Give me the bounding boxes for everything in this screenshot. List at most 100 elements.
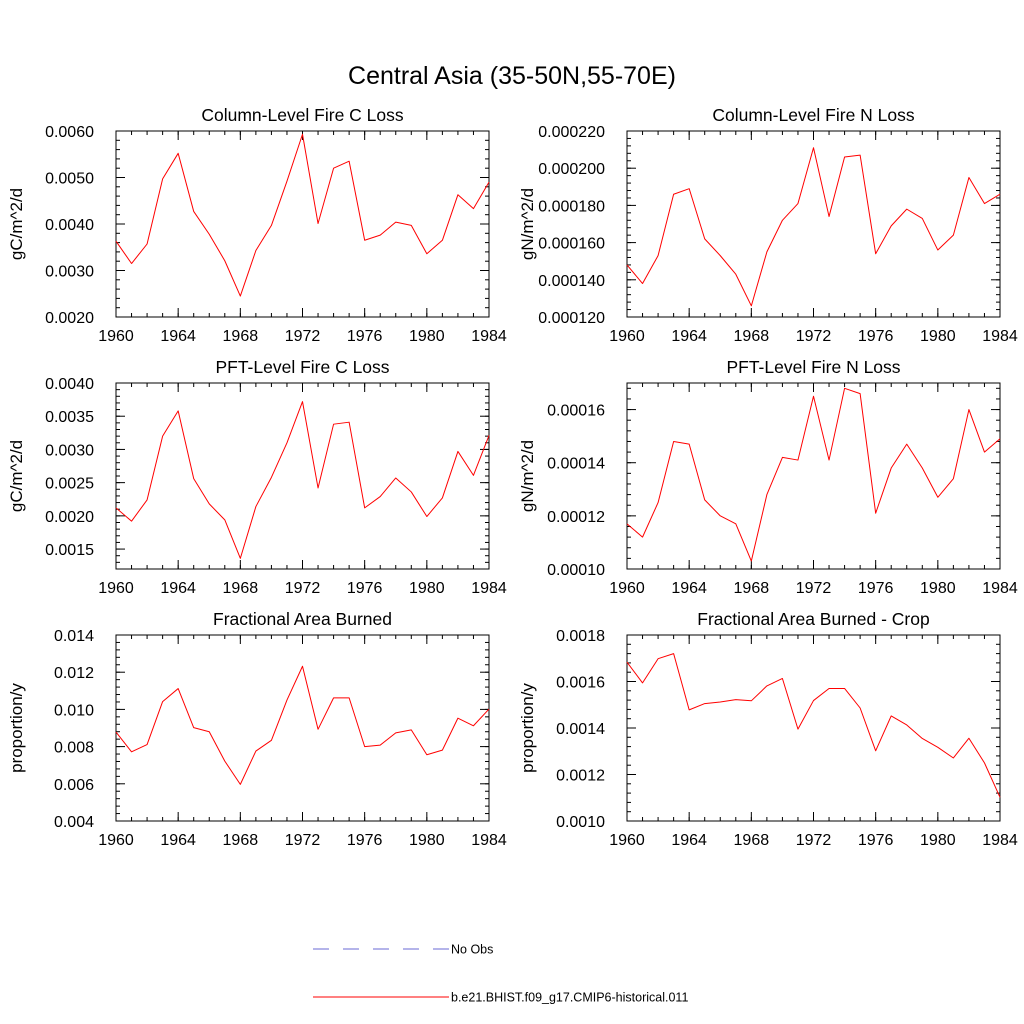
y-tick-label: 0.0040 [45,217,94,234]
y-tick-label: 0.000140 [538,273,605,290]
x-tick-label: 1976 [858,580,894,597]
x-tick-label: 1968 [734,832,770,849]
x-tick-label: 1964 [671,832,707,849]
y-tick-label: 0.0050 [45,171,94,188]
x-tick-label: 1972 [285,832,321,849]
chart-panel-1: Column-Level Fire C Loss 1960 1964 1968 1972… [7,105,507,345]
series-line [626,147,1001,307]
y-tick-label: 0.0030 [45,442,94,459]
x-tick-label: 1972 [796,832,832,849]
plot-frame [626,382,1001,570]
x-tick-label: 1972 [796,328,832,345]
x-tick-label: 1976 [347,328,383,345]
y-tick-label: 0.0035 [45,409,94,426]
y-tick-label: 0.0040 [45,376,94,393]
y-tick-label: 0.0016 [556,675,605,692]
x-tick-label: 1980 [920,328,956,345]
x-tick-label: 1960 [98,580,134,597]
panel-title: PFT-Level Fire N Loss [726,357,900,377]
x-tick-label: 1980 [409,832,445,849]
series-line [115,665,490,785]
legend-label: b.e21.BHIST.f09_g17.CMIP6-historical.011 [451,991,688,1005]
y-tick-label: 0.0020 [45,310,94,327]
chart-panel-3: PFT-Level Fire C Loss 1960 1964 1968 1972 197… [7,357,507,597]
x-tick-label: 1984 [982,328,1018,345]
y-tick-label: 0.0060 [45,124,94,141]
y-axis-label: gC/m^2/d [7,188,26,260]
chart-panel-6: Fractional Area Burned - Crop 1960 1964 196… [518,609,1018,849]
panel-title: Column-Level Fire C Loss [201,105,404,125]
y-tick-label: 0.004 [54,814,94,831]
x-tick-label: 1984 [982,832,1018,849]
y-tick-label: 0.000220 [538,124,605,141]
x-tick-label: 1960 [609,328,645,345]
plot-frame [626,130,1001,318]
y-tick-label: 0.012 [54,665,94,682]
chart-panel-5: Fractional Area Burned 1960 1964 1968 1972 19… [7,609,507,849]
y-axis-label: proportion/y [7,683,26,773]
y-tick-label: 0.0015 [45,542,94,559]
x-tick-label: 1972 [285,328,321,345]
x-tick-label: 1968 [734,580,770,597]
y-tick-label: 0.00016 [547,403,605,420]
y-tick-label: 0.00012 [547,509,605,526]
y-tick-label: 0.008 [54,740,94,757]
panel-title: Fractional Area Burned - Crop [697,609,929,629]
x-tick-label: 1964 [160,580,196,597]
series-line [115,401,490,559]
panel-title: Fractional Area Burned [213,609,392,629]
x-tick-label: 1984 [471,328,507,345]
x-tick-label: 1984 [982,580,1018,597]
x-tick-label: 1984 [471,580,507,597]
plot-frame [115,634,490,822]
chart-panel-2: Column-Level Fire N Loss 1960 1964 1968 1972… [518,105,1018,345]
x-tick-label: 1964 [671,328,707,345]
x-tick-label: 1984 [471,832,507,849]
x-tick-label: 1976 [858,328,894,345]
legend-label: No Obs [451,943,493,957]
legend: No Obs b.e21.BHIST.f09_g17.CMIP6-historic… [313,943,688,1005]
x-tick-label: 1960 [609,832,645,849]
y-tick-label: 0.0030 [45,264,94,281]
x-tick-label: 1968 [734,328,770,345]
x-tick-label: 1980 [920,580,956,597]
series-line [626,653,1001,798]
plot-frame [115,382,490,570]
x-tick-label: 1964 [671,580,707,597]
y-axis-label: gC/m^2/d [7,440,26,512]
x-tick-label: 1960 [98,832,134,849]
y-tick-label: 0.006 [54,777,94,794]
x-tick-label: 1968 [223,832,259,849]
x-tick-label: 1964 [160,832,196,849]
y-axis-label: gN/m^2/d [518,188,537,260]
y-tick-label: 0.0014 [556,721,605,738]
y-axis-label: gN/m^2/d [518,440,537,512]
y-tick-label: 0.014 [54,628,94,645]
chart-panel-4: PFT-Level Fire N Loss 1960 1964 1968 1972 197… [518,357,1018,597]
figure-title: Central Asia (35-50N,55-70E) [348,62,676,90]
chart-panels: Column-Level Fire C Loss 1960 1964 1968 1972… [7,105,1018,849]
y-axis-label: proportion/y [518,683,537,773]
x-tick-label: 1972 [796,580,832,597]
x-tick-label: 1980 [920,832,956,849]
panel-title: Column-Level Fire N Loss [712,105,915,125]
x-tick-label: 1976 [347,580,383,597]
x-tick-label: 1964 [160,328,196,345]
y-tick-label: 0.00014 [547,456,605,473]
x-tick-label: 1980 [409,328,445,345]
x-tick-label: 1960 [98,328,134,345]
y-tick-label: 0.000120 [538,310,605,327]
x-tick-label: 1968 [223,328,259,345]
x-tick-label: 1980 [409,580,445,597]
y-tick-label: 0.00010 [547,562,605,579]
x-tick-label: 1972 [285,580,321,597]
plot-frame [626,634,1001,822]
plot-frame [115,130,490,318]
series-line [626,387,1001,562]
y-tick-label: 0.010 [54,702,94,719]
series-line [115,133,490,297]
y-tick-label: 0.0010 [556,814,605,831]
y-tick-label: 0.000180 [538,198,605,215]
x-tick-label: 1976 [347,832,383,849]
y-tick-label: 0.0025 [45,476,94,493]
